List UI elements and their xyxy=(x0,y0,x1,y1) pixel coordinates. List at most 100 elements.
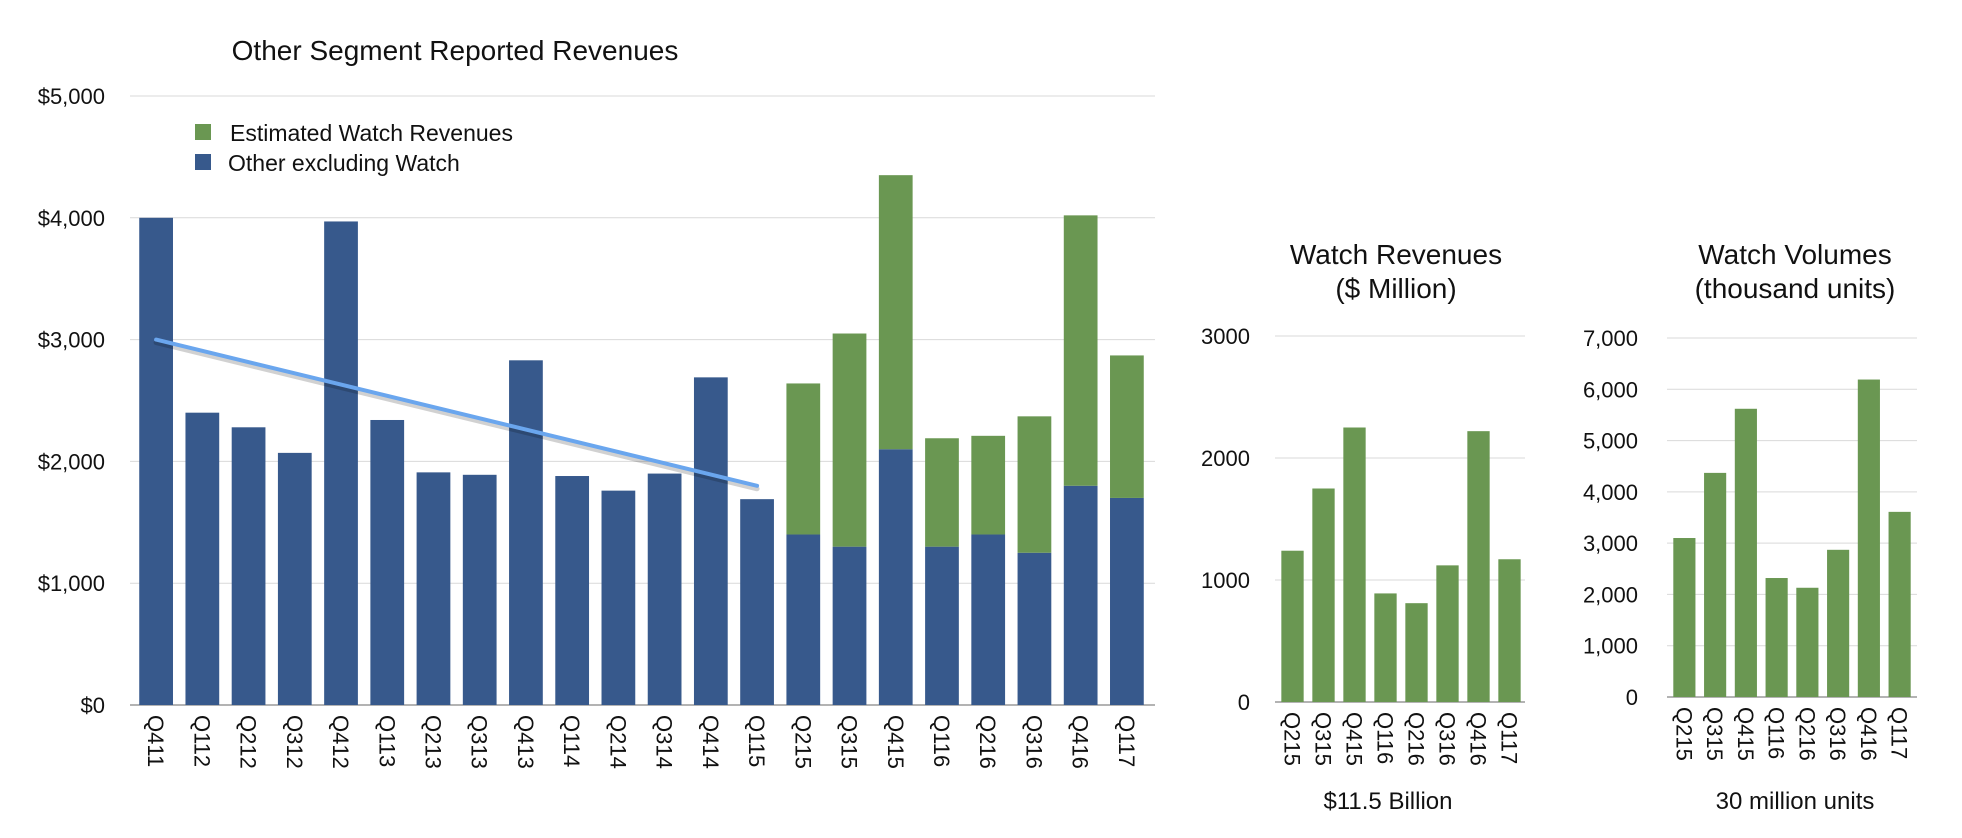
chart2-x-tick-Q315: Q315 xyxy=(1311,712,1336,766)
chart1-x-tick-Q313: Q313 xyxy=(467,715,492,769)
chart-watch-revenues: Watch Revenues ($ Million) 0 1000 2000 3000… xyxy=(1201,239,1525,815)
chart2-bars xyxy=(1281,427,1521,702)
chart3-x-tick-Q215: Q215 xyxy=(1671,707,1696,761)
chart1-bar-Q112-other xyxy=(185,412,220,705)
chart1-y-tick-4: $4,000 xyxy=(38,206,105,231)
chart1-bar-Q117-watch xyxy=(1110,355,1144,498)
chart1-x-tick-Q212: Q212 xyxy=(236,715,261,769)
chart2-title-line1: Watch Revenues xyxy=(1290,239,1502,270)
chart3-x-tick-Q117: Q117 xyxy=(1887,707,1912,759)
chart2-y-tick-3: 3000 xyxy=(1201,324,1250,349)
legend-label-other: Other excluding Watch xyxy=(228,150,460,176)
chart1-bar-Q314-other xyxy=(647,473,682,705)
chart1-trend-line xyxy=(153,337,760,492)
legend-swatch-other xyxy=(195,154,211,170)
chart1-bar-Q215-other xyxy=(786,534,821,705)
chart1-bar-Q216-other xyxy=(971,534,1006,705)
chart1-x-tick-Q414: Q414 xyxy=(698,715,723,769)
chart1-bar-Q313-other xyxy=(462,474,497,705)
chart3-bar-Q215 xyxy=(1673,538,1696,697)
chart1-bar-Q316-other xyxy=(1017,552,1052,705)
chart1-bar-Q116-watch xyxy=(925,438,959,547)
chart3-title-line2: (thousand units) xyxy=(1695,273,1896,304)
chart1-bar-Q412-other xyxy=(324,221,358,706)
chart1-bar-Q315-other xyxy=(832,546,867,705)
chart3-x-tick-labels: Q215 Q315 Q415 Q116 Q216 Q316 Q416 Q117 xyxy=(1671,707,1911,761)
chart3-y-tick-2: 2,000 xyxy=(1583,582,1638,607)
chart2-y-tick-labels: 0 1000 2000 3000 xyxy=(1201,324,1250,715)
chart2-x-tick-labels: Q215 Q315 Q415 Q116 Q216 Q316 Q416 Q117 xyxy=(1280,712,1522,766)
chart1-bar-Q214-other xyxy=(601,490,636,705)
chart2-bar-Q216 xyxy=(1405,603,1428,702)
chart1-y-tick-labels: $0 $1,000 $2,000 $3,000 $4,000 $5,000 xyxy=(38,84,105,718)
chart1-bar-Q312-other xyxy=(277,452,312,705)
chart1-x-tick-labels: Q411 Q112 Q212 Q312 Q412 Q113 Q213 Q313 Q413 Q114… xyxy=(143,715,1139,769)
chart1-y-tick-2: $2,000 xyxy=(38,449,105,474)
chart1-x-tick-Q117: Q117 xyxy=(1114,715,1139,767)
chart2-x-tick-Q416: Q416 xyxy=(1466,712,1491,766)
chart3-x-tick-Q315: Q315 xyxy=(1702,707,1727,761)
chart-other-segment: Other Segment Reported Revenues $0 $1,000… xyxy=(38,35,1155,769)
chart3-bar-Q416 xyxy=(1857,379,1880,697)
chart1-bar-Q416-watch xyxy=(1063,215,1098,486)
chart3-y-tick-6: 6,000 xyxy=(1583,377,1638,402)
chart1-x-tick-Q315: Q315 xyxy=(837,715,862,769)
chart2-bar-Q416 xyxy=(1467,431,1490,702)
chart1-x-tick-Q411: Q411 xyxy=(143,715,168,767)
chart2-annotation: $11.5 Billion xyxy=(1324,788,1453,815)
chart1-bar-Q315-watch xyxy=(832,333,867,547)
chart1-x-tick-Q415: Q415 xyxy=(883,715,908,769)
chart1-x-tick-Q116: Q116 xyxy=(929,715,954,767)
chart2-bar-Q315 xyxy=(1312,488,1335,702)
chart1-legend: Estimated Watch Revenues Other excluding… xyxy=(195,120,513,176)
chart3-y-tick-0: 0 xyxy=(1626,685,1638,710)
chart1-bar-Q213-other xyxy=(416,472,451,705)
chart1-bar-Q215-watch xyxy=(786,383,821,535)
chart2-x-tick-Q117: Q117 xyxy=(1497,712,1522,764)
chart1-x-tick-Q416: Q416 xyxy=(1068,715,1093,769)
chart1-y-tick-1: $1,000 xyxy=(38,571,105,596)
chart1-trend-line-stroke xyxy=(154,337,760,488)
chart3-x-tick-Q316: Q316 xyxy=(1825,707,1850,761)
chart1-y-tick-3: $3,000 xyxy=(38,328,105,353)
chart2-x-tick-Q215: Q215 xyxy=(1280,712,1305,766)
chart1-y-tick-0: $0 xyxy=(81,693,105,718)
chart3-bars xyxy=(1673,379,1911,697)
chart1-bar-Q413-other xyxy=(509,360,543,705)
chart3-x-tick-Q415: Q415 xyxy=(1733,707,1758,761)
chart3-y-tick-4: 4,000 xyxy=(1583,480,1638,505)
chart1-x-tick-Q214: Q214 xyxy=(605,715,630,769)
chart1-y-tick-5: $5,000 xyxy=(38,84,105,109)
chart1-x-tick-Q412: Q412 xyxy=(328,715,353,769)
chart2-y-tick-1: 1000 xyxy=(1201,568,1250,593)
chart2-bar-Q116 xyxy=(1374,593,1397,702)
chart1-x-tick-Q216: Q216 xyxy=(975,715,1000,769)
chart3-y-tick-3: 3,000 xyxy=(1583,531,1638,556)
chart1-title: Other Segment Reported Revenues xyxy=(232,35,679,66)
chart3-x-tick-Q216: Q216 xyxy=(1794,707,1819,761)
chart3-bar-Q315 xyxy=(1704,472,1727,697)
chart1-bar-Q116-other xyxy=(925,546,959,705)
chart2-bar-Q316 xyxy=(1436,565,1459,702)
chart2-x-tick-Q316: Q316 xyxy=(1435,712,1460,766)
chart3-x-tick-Q116: Q116 xyxy=(1764,707,1789,759)
chart1-bar-Q411-other xyxy=(139,217,173,706)
chart2-y-tick-2: 2000 xyxy=(1201,446,1250,471)
chart1-bar-Q415-other xyxy=(878,449,913,705)
chart1-bar-Q415-watch xyxy=(878,175,913,450)
chart1-x-tick-Q314: Q314 xyxy=(652,715,677,769)
chart1-trend-line-shadow xyxy=(153,340,760,492)
chart2-x-tick-Q216: Q216 xyxy=(1404,712,1429,766)
chart3-y-tick-7: 7,000 xyxy=(1583,326,1638,351)
chart1-bar-Q117-other xyxy=(1110,497,1144,705)
chart3-bar-Q316 xyxy=(1827,549,1850,697)
chart1-bar-Q216-watch xyxy=(971,435,1006,535)
chart2-bar-Q215 xyxy=(1281,550,1304,702)
chart1-bar-Q416-other xyxy=(1063,485,1098,705)
chart3-bar-Q216 xyxy=(1796,587,1819,697)
chart-watch-volumes: Watch Volumes (thousand units) 0 1,000 2,0… xyxy=(1583,239,1917,815)
chart3-y-tick-5: 5,000 xyxy=(1583,429,1638,454)
chart2-title-line2: ($ Million) xyxy=(1335,273,1456,304)
chart3-bar-Q117 xyxy=(1888,511,1911,697)
